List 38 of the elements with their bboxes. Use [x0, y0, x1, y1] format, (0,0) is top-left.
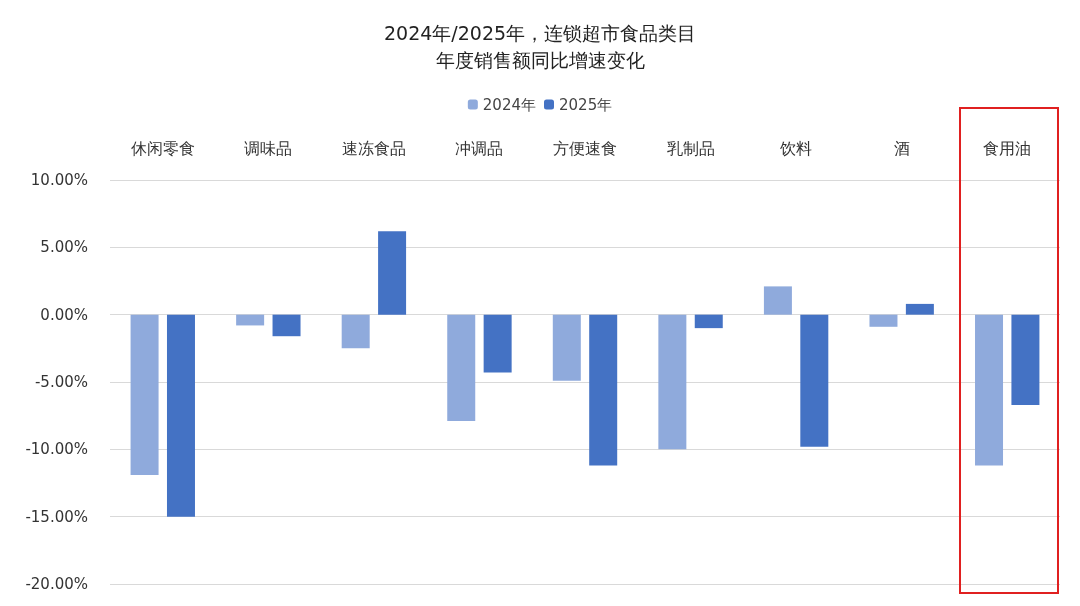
x-tick-label: 冲调品: [455, 138, 504, 158]
bar: [905, 303, 934, 315]
bar: [447, 314, 476, 422]
bar: [869, 314, 898, 327]
y-tick-label: 10.00%: [30, 171, 88, 189]
x-tick-label: 食用油: [983, 138, 1032, 158]
x-tick-label: 方便速食: [553, 138, 617, 158]
legend-label: 2024年: [482, 95, 537, 114]
bar: [975, 314, 1004, 466]
x-tick-label: 调味品: [244, 138, 293, 158]
bar: [694, 314, 723, 329]
chart-title: 2024年/2025年，连锁超市食品类目: [383, 21, 697, 44]
bar: [1011, 314, 1040, 405]
bar: [763, 286, 792, 315]
y-tick-label: -15.00%: [25, 507, 88, 526]
y-tick-label: -5.00%: [34, 373, 88, 391]
bar: [800, 314, 829, 447]
bar: [552, 314, 581, 381]
x-tick-label: 酒: [893, 138, 910, 158]
y-tick-label: 0.00%: [40, 305, 88, 324]
bar: [589, 314, 618, 466]
x-tick-label: 乳制品: [666, 138, 715, 158]
chart-subtitle: 年度销售额同比增速变化: [435, 48, 645, 71]
x-tick-label: 休闲零食: [130, 138, 195, 158]
bar: [341, 314, 370, 349]
x-tick-label: 饮料: [779, 138, 813, 158]
bar: [236, 314, 265, 326]
bar: [166, 314, 195, 517]
y-tick-label: -10.00%: [25, 440, 88, 459]
bar: [378, 231, 407, 315]
x-tick-label: 速冻食品: [341, 138, 406, 158]
y-tick-label: 5.00%: [40, 238, 88, 257]
bar: [130, 314, 159, 475]
legend-label: 2025年: [559, 95, 613, 114]
bar: [658, 314, 687, 450]
bar: [272, 314, 301, 337]
bar: [483, 314, 512, 373]
y-tick-label: -20.00%: [25, 575, 88, 593]
